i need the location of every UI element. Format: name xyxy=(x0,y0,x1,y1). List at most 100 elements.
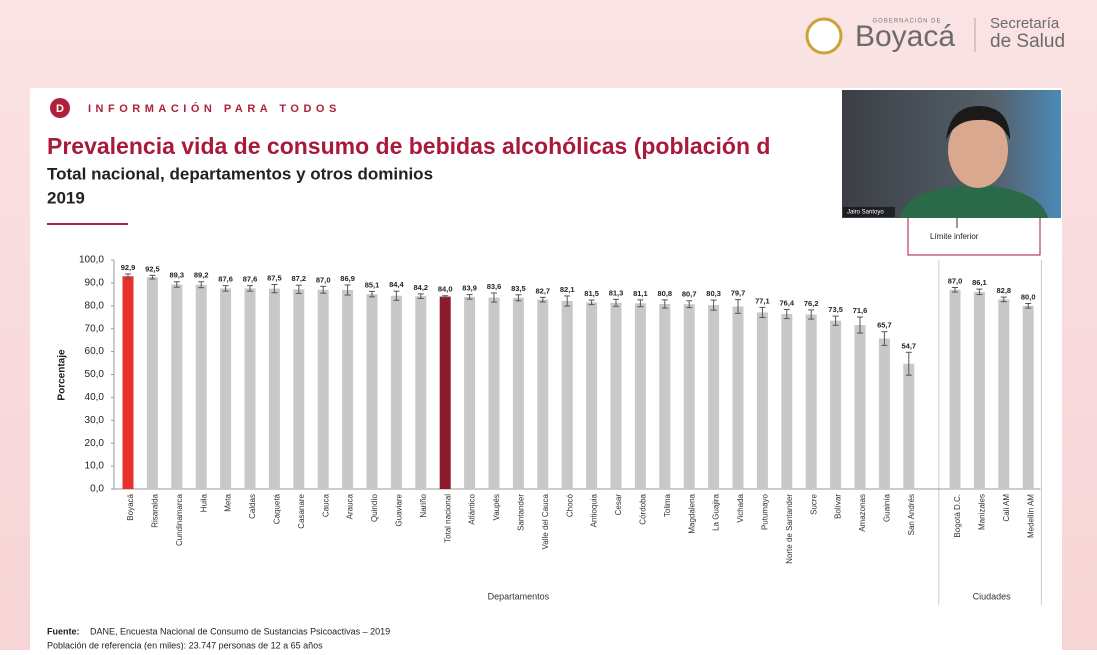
bar xyxy=(973,291,985,489)
x-tick-label: Vichada xyxy=(736,493,745,522)
x-tick-label: Guaviare xyxy=(395,493,404,526)
x-tick-label: Magdalena xyxy=(687,493,696,533)
value-label: 80,0 xyxy=(1021,292,1036,301)
x-tick-label: Huila xyxy=(199,493,208,512)
webcam-person xyxy=(946,105,1010,140)
value-label: 87,2 xyxy=(291,274,306,283)
value-label: 89,2 xyxy=(194,271,209,280)
bar xyxy=(512,297,524,489)
slide-logo xyxy=(50,98,70,118)
value-label: 83,9 xyxy=(462,284,477,293)
bar xyxy=(122,276,134,489)
x-tick-label: Risaralda xyxy=(151,493,160,527)
kicker: INFORMACIÓN PARA TODOS xyxy=(88,102,341,115)
bar xyxy=(244,288,256,489)
value-label: 71,6 xyxy=(853,306,868,315)
value-label: 73,5 xyxy=(828,305,843,314)
x-tick-label: Arauca xyxy=(346,493,355,519)
bar xyxy=(781,314,793,489)
x-tick-label: Cauca xyxy=(321,493,330,517)
value-label: 76,4 xyxy=(779,298,794,307)
y-tick-label: 10,0 xyxy=(85,461,105,472)
x-tick-label: Córdoba xyxy=(639,493,648,524)
value-label: 87,0 xyxy=(316,275,331,284)
value-label: 84,2 xyxy=(413,283,428,292)
value-label: 85,1 xyxy=(365,280,380,289)
value-label: 82,8 xyxy=(996,286,1011,295)
bar xyxy=(732,306,744,489)
bar xyxy=(171,284,183,489)
bar xyxy=(683,304,695,489)
value-label: 86,1 xyxy=(972,278,987,287)
webcam-person xyxy=(900,185,1048,218)
value-label: 84,4 xyxy=(389,280,404,289)
y-tick-label: 0,0 xyxy=(90,484,104,495)
x-tick-label: Caldas xyxy=(248,494,257,519)
value-label: 83,6 xyxy=(487,282,502,291)
bar xyxy=(949,289,961,489)
x-tick-label: Guainía xyxy=(883,493,892,522)
bar xyxy=(342,289,354,489)
value-label: 77,1 xyxy=(755,296,770,305)
bar xyxy=(805,314,817,489)
value-label: 79,7 xyxy=(731,289,746,298)
value-label: 87,0 xyxy=(948,276,963,285)
brand-dept: de Salud xyxy=(990,31,1065,52)
x-tick-label: Casanare xyxy=(297,493,306,528)
x-tick-label: Boyacá xyxy=(126,493,135,520)
x-tick-label: Chocó xyxy=(565,493,574,517)
bar xyxy=(488,297,500,489)
x-tick-label: Vaupés xyxy=(492,494,501,521)
bar xyxy=(317,289,329,489)
value-label: 87,5 xyxy=(267,273,282,282)
webcam-tag xyxy=(843,207,895,217)
bar xyxy=(537,299,549,489)
value-label: 83,5 xyxy=(511,284,526,293)
value-label: 92,9 xyxy=(121,263,136,272)
value-label: 81,3 xyxy=(609,288,624,297)
webcam-name: Jairo Santoyo xyxy=(847,210,884,216)
x-tick-label: Antioquia xyxy=(590,493,599,527)
slide-logo-letter: D xyxy=(56,103,64,115)
brand-name: Boyacá xyxy=(855,20,955,53)
value-label: 81,5 xyxy=(584,289,599,298)
y-tick-label: 50,0 xyxy=(85,369,105,380)
source-label: Fuente: xyxy=(47,626,80,636)
x-tick-label: Norte de Santander xyxy=(785,494,794,564)
x-tick-label: Atlántico xyxy=(468,493,477,524)
value-label: 80,8 xyxy=(657,289,672,298)
bar xyxy=(293,289,305,489)
x-tick-label: Bogotá D.C. xyxy=(953,494,962,538)
x-tick-label: Santander xyxy=(517,494,526,531)
bar xyxy=(1022,305,1034,489)
value-label: 87,6 xyxy=(218,275,233,284)
bar xyxy=(756,312,768,489)
bar xyxy=(830,320,842,489)
x-tick-label: Valle del Cauca xyxy=(541,493,550,549)
reference: Población de referencia (en miles): 23.7… xyxy=(47,640,323,650)
x-tick-label: Cesar xyxy=(614,494,623,516)
x-tick-label: Meta xyxy=(224,493,233,511)
x-tick-label: Nariño xyxy=(419,493,428,517)
y-tick-label: 70,0 xyxy=(85,323,105,334)
x-tick-label: Sucre xyxy=(809,493,818,514)
bar xyxy=(634,303,646,489)
bar xyxy=(903,363,915,489)
y-tick-label: 100,0 xyxy=(79,255,104,266)
bar xyxy=(146,277,158,489)
value-label: 92,5 xyxy=(145,264,160,273)
x-tick-label: Cali AM xyxy=(1002,494,1011,522)
bar xyxy=(659,303,671,489)
y-tick-label: 30,0 xyxy=(85,415,105,426)
value-label: 84,0 xyxy=(438,285,453,294)
x-tick-label: Total nacional xyxy=(443,494,452,543)
bar xyxy=(366,294,378,489)
x-tick-label: Cundinamarca xyxy=(175,493,184,546)
y-tick-label: 90,0 xyxy=(85,278,105,289)
value-label: 82,1 xyxy=(560,285,575,294)
y-tick-label: 60,0 xyxy=(85,346,105,357)
y-tick-label: 40,0 xyxy=(85,392,105,403)
chart-title: Prevalencia vida de consumo de bebidas a… xyxy=(47,133,770,159)
group-label: Departamentos xyxy=(488,591,550,601)
